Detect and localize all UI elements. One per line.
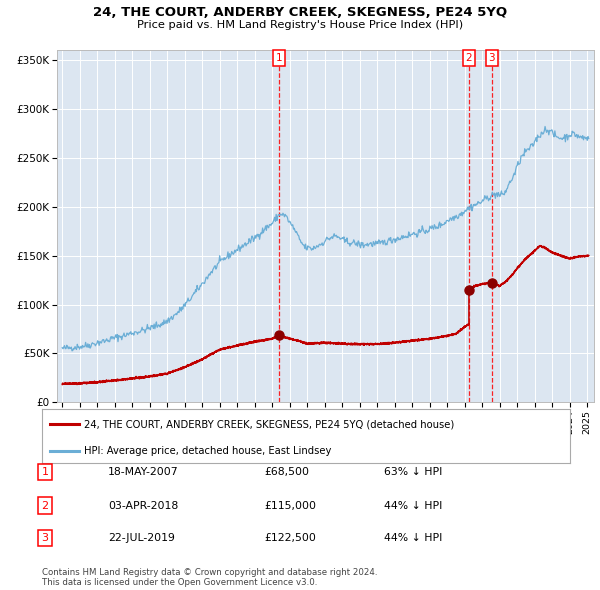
Text: £68,500: £68,500 [264,467,309,477]
Text: 3: 3 [488,53,495,63]
Text: 2: 2 [466,53,472,63]
Text: 63% ↓ HPI: 63% ↓ HPI [384,467,442,477]
Text: 18-MAY-2007: 18-MAY-2007 [108,467,179,477]
Text: Contains HM Land Registry data © Crown copyright and database right 2024.: Contains HM Land Registry data © Crown c… [42,568,377,576]
Text: £115,000: £115,000 [264,501,316,510]
Text: 24, THE COURT, ANDERBY CREEK, SKEGNESS, PE24 5YQ (detached house): 24, THE COURT, ANDERBY CREEK, SKEGNESS, … [84,419,454,429]
Text: HPI: Average price, detached house, East Lindsey: HPI: Average price, detached house, East… [84,446,332,456]
Text: 1: 1 [275,53,282,63]
Text: £122,500: £122,500 [264,533,316,543]
Text: 3: 3 [41,533,49,543]
Text: 44% ↓ HPI: 44% ↓ HPI [384,533,442,543]
Text: 1: 1 [41,467,49,477]
Text: 44% ↓ HPI: 44% ↓ HPI [384,501,442,510]
Text: Price paid vs. HM Land Registry's House Price Index (HPI): Price paid vs. HM Land Registry's House … [137,20,463,30]
Text: 24, THE COURT, ANDERBY CREEK, SKEGNESS, PE24 5YQ: 24, THE COURT, ANDERBY CREEK, SKEGNESS, … [93,6,507,19]
Text: This data is licensed under the Open Government Licence v3.0.: This data is licensed under the Open Gov… [42,578,317,587]
Text: 03-APR-2018: 03-APR-2018 [108,501,178,510]
Text: 22-JUL-2019: 22-JUL-2019 [108,533,175,543]
Text: 2: 2 [41,501,49,510]
